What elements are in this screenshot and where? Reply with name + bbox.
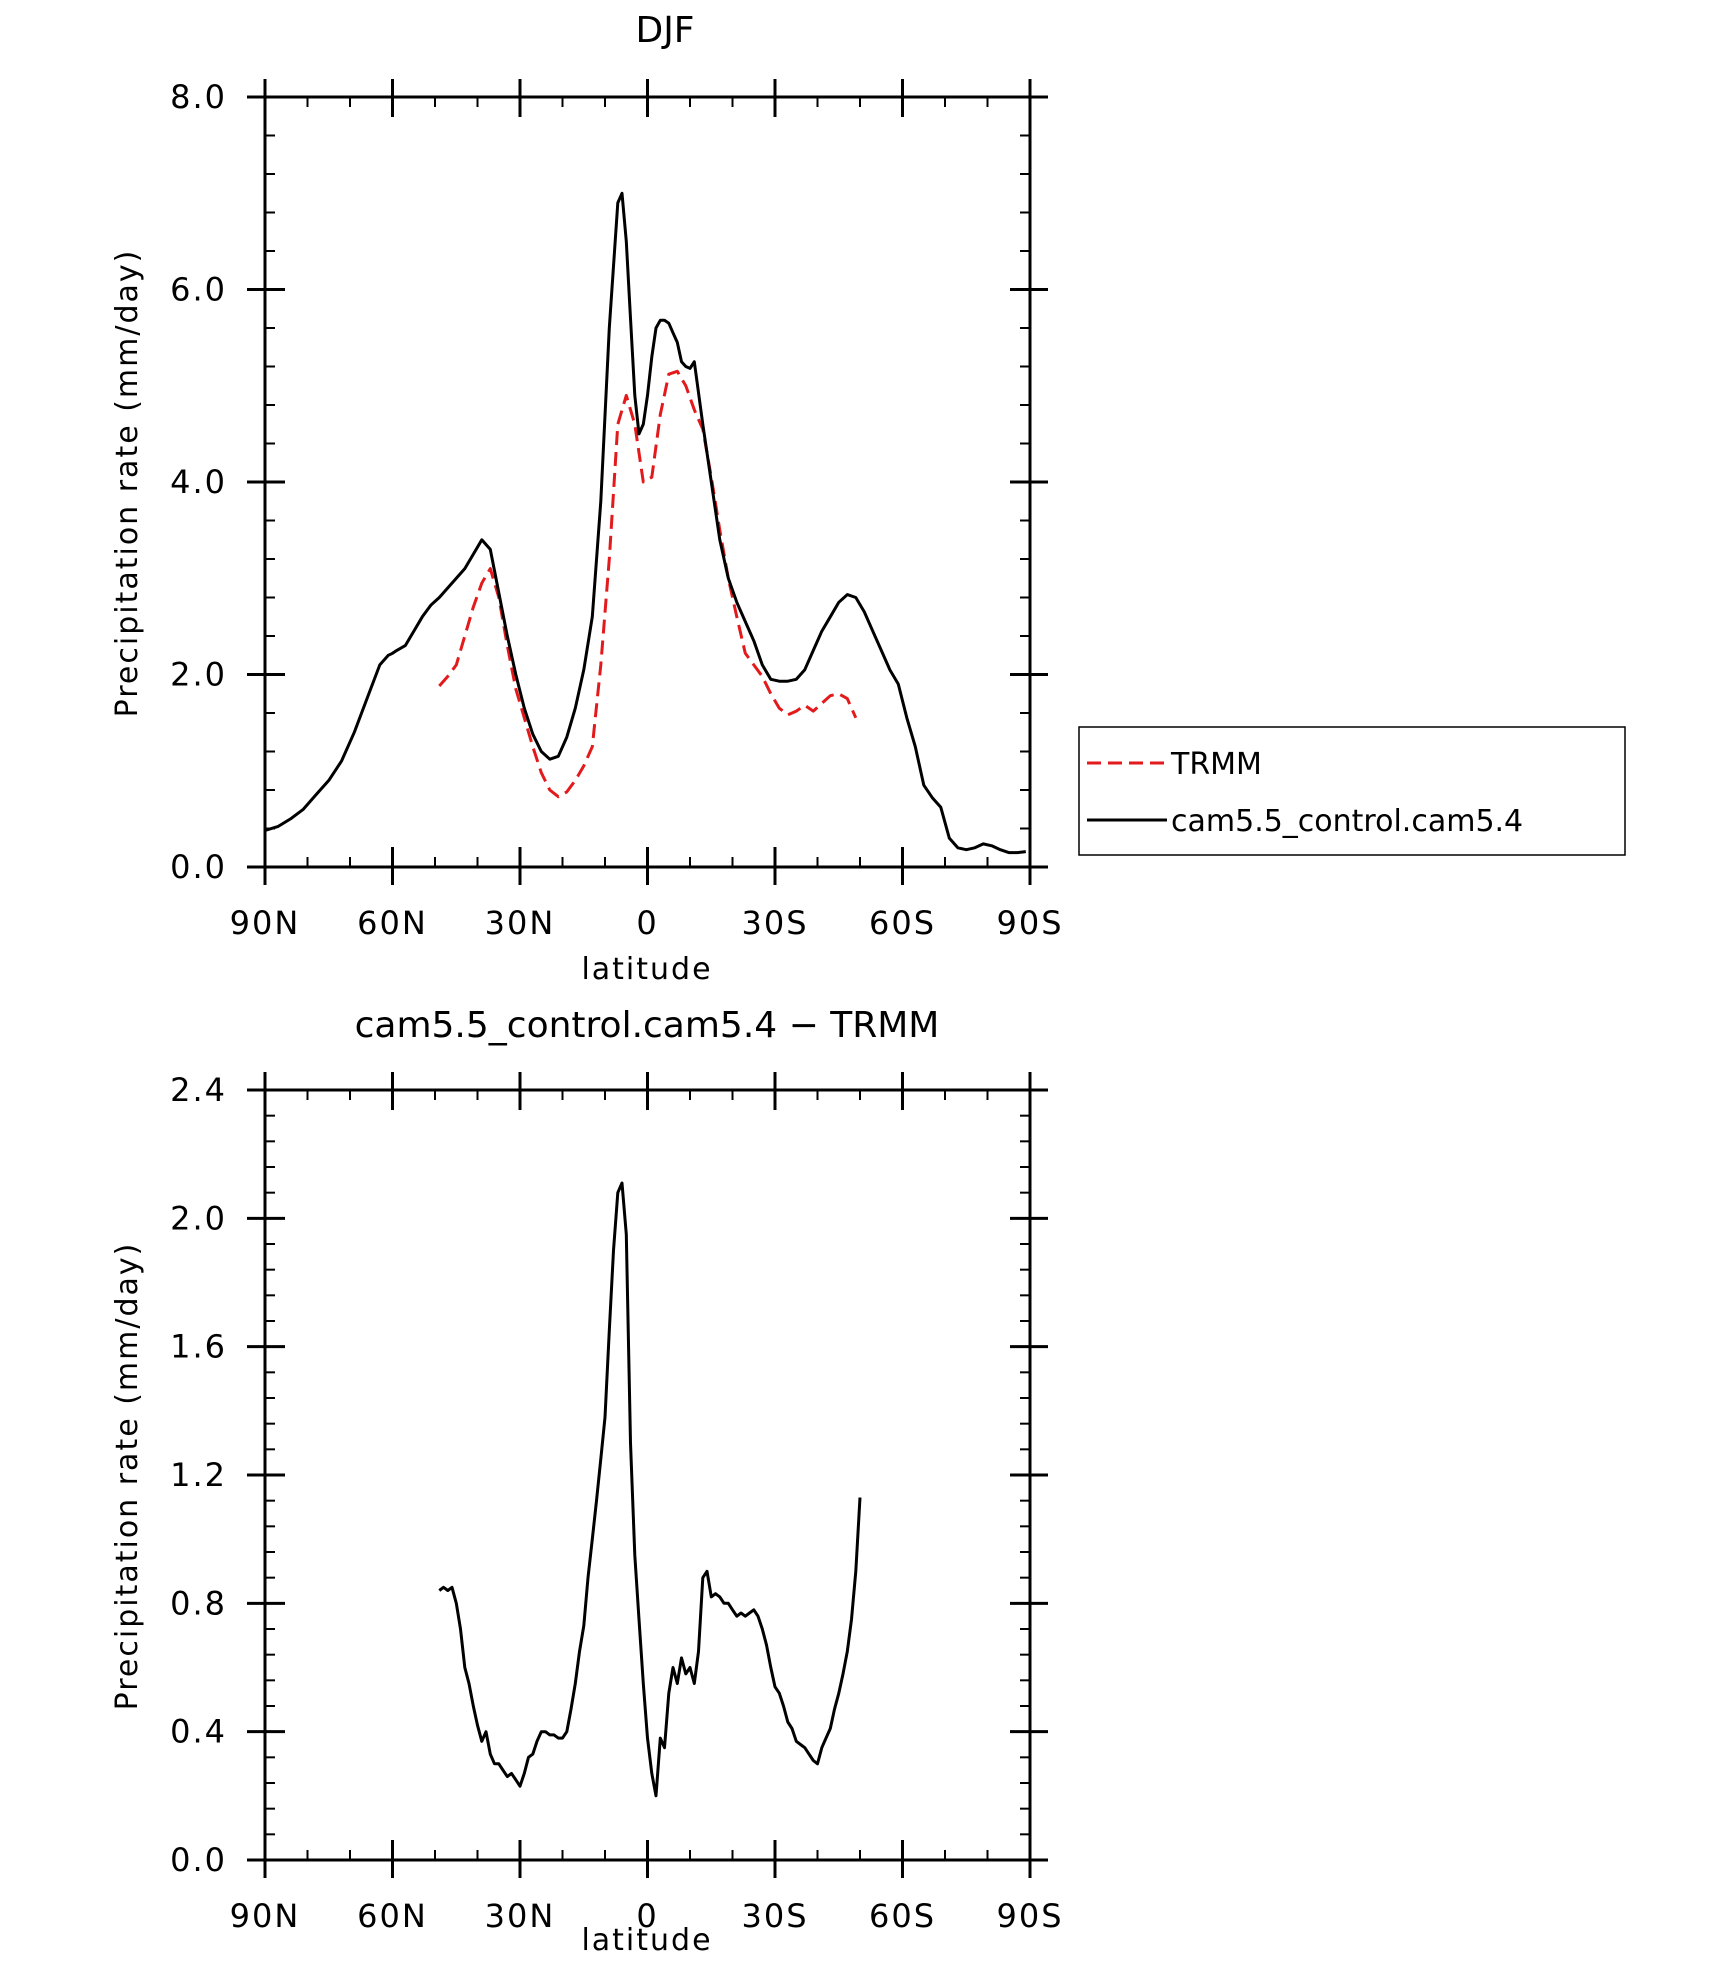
- x-tick-label: 60S: [869, 1897, 936, 1935]
- y-tick-label: 4.0: [170, 463, 227, 501]
- y-tick-label: 6.0: [170, 271, 227, 309]
- x-axis-label: latitude: [581, 1923, 712, 1958]
- y-tick-label: 2.0: [170, 1199, 227, 1237]
- x-tick-label: 0: [636, 904, 658, 942]
- y-tick-label: 0.4: [170, 1713, 227, 1751]
- x-axis-label: latitude: [581, 952, 712, 987]
- legend-box: [1078, 726, 1626, 856]
- series-line-difference: [438, 1181, 862, 1798]
- x-tick-label: 60S: [869, 904, 936, 942]
- x-tick-label: 30N: [485, 904, 556, 942]
- panel-djf: DJF 90N 60N 30N 0 30S 60S 90S 0.0 2.0 4.0 6.0 8.0 P…: [110, 10, 1626, 987]
- series-line-trmm: [438, 369, 858, 799]
- y-tick-label: 0.8: [170, 1584, 227, 1622]
- y-tick-label: 8.0: [170, 78, 227, 116]
- x-tick-label: 90N: [230, 904, 301, 942]
- plot-area: 90N 60N 30N 0 30S 60S 90S 0.0 0.4 0.8 1.2 1.6 2.0 2.4: [170, 1071, 1063, 1935]
- x-tick-label: 90N: [230, 1897, 301, 1935]
- y-tick-label: 0.0: [170, 848, 227, 886]
- y-tick-label: 1.2: [170, 1456, 227, 1494]
- legend-label-trmm: TRMM: [1170, 747, 1262, 782]
- x-tick-label: 0: [636, 1897, 658, 1935]
- y-axis-label: Precipitation rate (mm/day): [110, 1242, 145, 1711]
- x-tick-label: 60N: [357, 904, 428, 942]
- chart-title: DJF: [635, 10, 694, 51]
- x-tick-label: 30S: [741, 904, 808, 942]
- x-tick-label: 30S: [741, 1897, 808, 1935]
- x-tick-label: 90S: [996, 1897, 1063, 1935]
- legend: TRMM cam5.5_control.cam5.4: [1078, 726, 1626, 856]
- y-tick-label: 0.0: [170, 1841, 227, 1879]
- plot-area: 90N 60N 30N 0 30S 60S 90S 0.0 2.0 4.0 6.0 8.0: [170, 78, 1063, 942]
- legend-label-cam: cam5.5_control.cam5.4: [1171, 804, 1523, 839]
- panel-difference: cam5.5_control.cam5.4 − TRMM 90N 60N 30N 0 3…: [110, 1005, 1063, 1958]
- series-line-cam: [264, 191, 1026, 855]
- x-tick-label: 30N: [485, 1897, 556, 1935]
- y-axis-label: Precipitation rate (mm/day): [110, 249, 145, 718]
- y-tick-label: 2.0: [170, 656, 227, 694]
- y-tick-label: 2.4: [170, 1071, 227, 1109]
- chart-title: cam5.5_control.cam5.4 − TRMM: [355, 1005, 940, 1046]
- x-tick-label: 90S: [996, 904, 1063, 942]
- x-tick-label: 60N: [357, 1897, 428, 1935]
- y-tick-label: 1.6: [170, 1328, 227, 1366]
